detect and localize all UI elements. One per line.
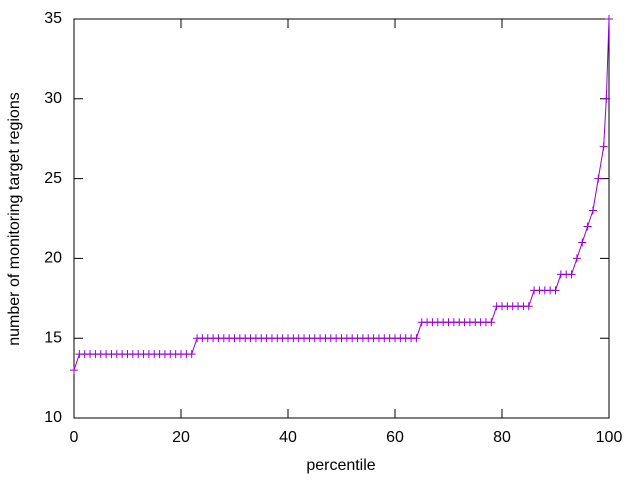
x-tick-label: 40 (279, 429, 297, 446)
point-marker (567, 270, 576, 279)
point-marker (594, 174, 603, 183)
point-marker (572, 254, 581, 263)
point-marker (605, 15, 613, 23)
x-tick-label: 80 (493, 429, 511, 446)
plot-frame (73, 18, 610, 419)
y-tick-label: 30 (44, 90, 62, 107)
point-marker (551, 286, 560, 295)
y-tick-label: 10 (44, 409, 62, 426)
x-tick-label: 0 (70, 429, 79, 446)
point-marker (187, 350, 196, 359)
point-marker (487, 318, 496, 327)
point-marker (583, 222, 592, 231)
y-axis-label: number of monitoring target regions (6, 92, 23, 345)
point-marker (602, 94, 611, 103)
x-axis-label: percentile (306, 457, 375, 474)
point-marker (588, 206, 597, 215)
data-line (73, 18, 610, 371)
y-tick-label: 25 (44, 170, 62, 187)
y-tick-label: 35 (44, 10, 62, 27)
point-marker (412, 334, 421, 343)
point-marker (578, 238, 587, 247)
point-marker (599, 142, 608, 151)
point-marker (524, 302, 533, 311)
x-tick-label: 60 (386, 429, 404, 446)
y-tick-label: 20 (44, 250, 62, 267)
x-tick-label: 100 (596, 429, 623, 446)
y-tick-label: 15 (44, 329, 62, 346)
point-marker (70, 366, 78, 375)
x-tick-label: 20 (172, 429, 190, 446)
